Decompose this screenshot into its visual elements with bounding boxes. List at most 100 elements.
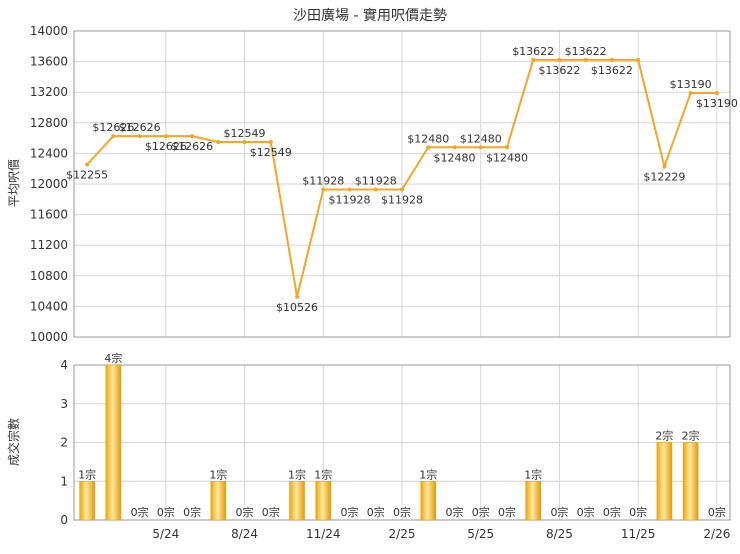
volume-grid: [74, 364, 730, 521]
volume-bar: [682, 442, 699, 521]
volume-bar-label: 0宗: [157, 505, 175, 519]
volume-bar-label: 0宗: [629, 505, 647, 519]
volume-bar-label: 4宗: [104, 351, 122, 365]
price-point: [583, 57, 588, 62]
volume-bar-label: 1宗: [419, 467, 437, 481]
x-tick-label: 2/26: [703, 527, 730, 541]
price-point: [347, 187, 352, 192]
price-point: [452, 145, 457, 150]
price-point: [636, 57, 641, 62]
price-axis: 10000 10400 10800 11200 11600 12000 12400 12800…: [30, 24, 731, 344]
price-point: [400, 187, 404, 192]
price-point: [190, 134, 195, 139]
price-point-label: $13190: [696, 97, 738, 110]
price-point: [373, 187, 378, 192]
price-point-label: $12480: [486, 151, 528, 164]
price-point: [216, 140, 221, 145]
price-point: [426, 145, 431, 150]
volume-bar: [420, 481, 436, 521]
volume-bar: [289, 481, 305, 521]
volume-bar: [656, 442, 673, 521]
volume-tick-label: 0: [60, 513, 68, 527]
price-point: [137, 134, 142, 139]
volume-bar-label: 0宗: [498, 505, 516, 519]
price-point: [609, 57, 614, 62]
volume-axis-label: 成交宗數: [6, 418, 21, 466]
price-point: [662, 164, 667, 169]
price-point-label: $12480: [433, 151, 475, 164]
volume-bar-label: 0宗: [445, 505, 463, 519]
price-tick-label: 14000: [30, 24, 68, 38]
x-tick-label: 11/25: [621, 527, 656, 541]
price-axis-label: 平均呎價: [7, 159, 21, 207]
price-point: [242, 140, 247, 145]
volume-bar-label: 0宗: [603, 505, 621, 519]
volume-bar-label: 0宗: [708, 505, 726, 519]
volume-bar-label: 1宗: [288, 467, 306, 481]
price-point: [714, 90, 719, 95]
price-plot-frame: [73, 30, 731, 338]
price-point-label: $12549: [250, 146, 292, 159]
x-tick-label: 8/24: [231, 527, 258, 541]
x-tick-label: 8/25: [546, 527, 573, 541]
volume-tick-label: 3: [60, 397, 68, 411]
price-point-label: $13190: [670, 78, 712, 91]
price-point: [531, 57, 536, 62]
price-tick-label: 10400: [30, 299, 68, 313]
price-point-label: $12626: [92, 121, 134, 134]
price-point: [85, 162, 90, 167]
volume-bar-label: 0宗: [131, 505, 149, 519]
volume-bar-label: 0宗: [341, 505, 359, 519]
volume-axis: 0 1 2 3 4 5/24 8/24 11/24 2/25 5/25 8/25 11/25 2/26: [60, 358, 731, 541]
volume-bar: [210, 481, 227, 521]
volume-bars: [79, 364, 699, 521]
price-tick-label: 12400: [30, 146, 68, 160]
price-point-label: $12480: [460, 132, 502, 145]
volume-bar-label: 1宗: [314, 467, 332, 481]
price-point: [321, 187, 326, 192]
price-tick-label: 10000: [30, 330, 68, 344]
volume-bar-label: 0宗: [262, 505, 280, 519]
price-tick-label: 13600: [30, 55, 68, 69]
x-tick-label: 5/24: [152, 527, 179, 541]
price-point-label: $11928: [355, 175, 397, 188]
volume-bar-label: 2宗: [682, 429, 700, 443]
price-tick-label: 11200: [30, 238, 68, 252]
price-point-label: $10526: [276, 301, 318, 314]
volume-bar-label: 0宗: [183, 505, 201, 519]
price-point-label: $12626: [119, 121, 161, 134]
volume-bar-labels: 1宗 4宗 0宗 0宗 0宗 1宗 0宗 0宗 1宗 1宗 0宗 0宗 0宗 1宗 0宗 0宗 0宗 1宗 0宗 0宗…: [78, 351, 726, 519]
price-point-label: $12626: [145, 140, 187, 153]
x-tick-label: 2/25: [389, 527, 416, 541]
volume-bar-label: 0宗: [472, 505, 490, 519]
price-tick-label: 10800: [30, 269, 68, 283]
price-point: [478, 145, 483, 150]
volume-bar-label: 0宗: [236, 505, 254, 519]
x-tick-label: 11/24: [306, 527, 341, 541]
price-point-label: $12255: [66, 168, 108, 181]
price-point: [504, 145, 509, 150]
price-point-labels: $12255$12626$12626$12626$12626$12549$125…: [66, 45, 738, 314]
volume-bar: [525, 481, 541, 521]
price-point-label: $13622: [538, 64, 580, 77]
price-line-series: [85, 57, 719, 299]
price-point-label: $13622: [591, 64, 633, 77]
price-point-label: $11928: [302, 175, 344, 188]
price-point-label: $11928: [381, 194, 423, 207]
price-tick-label: 12800: [30, 116, 68, 130]
volume-plot-frame: [73, 364, 731, 521]
price-tick-label: 11600: [30, 208, 68, 222]
price-point-label: $13622: [512, 45, 554, 58]
volume-bar: [315, 481, 332, 521]
volume-bar-label: 1宗: [524, 467, 542, 481]
price-point: [268, 140, 273, 145]
volume-bar-label: 0宗: [367, 505, 385, 519]
volume-bar-label: 1宗: [209, 467, 227, 481]
volume-bar-label: 2宗: [655, 429, 673, 443]
volume-bar: [105, 364, 122, 521]
volume-bar-label: 0宗: [577, 505, 595, 519]
price-point: [295, 294, 300, 299]
volume-bar-label: 0宗: [550, 505, 568, 519]
